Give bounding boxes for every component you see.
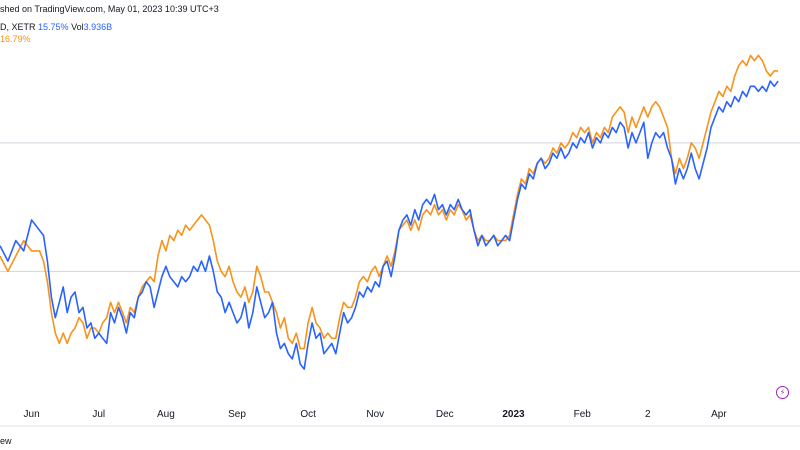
legend-change-orange: 16.79%	[0, 34, 31, 44]
x-tick-label: Apr	[711, 409, 727, 420]
x-axis-ticks: Jun Jul Aug Sep Oct Nov Dec 2023 Feb 2 Apr	[24, 409, 728, 420]
series-lines	[0, 54, 779, 370]
x-tick-label: Sep	[228, 409, 246, 420]
x-tick-label: 2	[645, 409, 651, 420]
legend-vol-label: Vol	[71, 22, 84, 32]
x-tick-label: Jul	[92, 409, 105, 420]
x-tick-label: Oct	[300, 409, 316, 420]
series-line-blue	[0, 80, 779, 370]
published-header: shed on TradingView.com, May 01, 2023 10…	[0, 4, 219, 14]
footer-brand: ew	[0, 436, 12, 446]
legend-change-blue: 15.75%	[38, 22, 69, 32]
x-tick-label: Feb	[574, 409, 592, 420]
x-tick-label: Nov	[366, 409, 384, 420]
lightning-icon[interactable]: ⚡	[776, 386, 789, 399]
legend-row-primary: D, XETR 15.75% Vol3.936B	[0, 22, 112, 32]
reference-lines	[0, 142, 800, 272]
x-tick-label: Aug	[157, 409, 175, 420]
x-tick-label: 2023	[502, 409, 525, 420]
legend-symbol: D, XETR	[0, 22, 36, 32]
legend-vol-value: 3.936B	[83, 22, 113, 32]
series-line-orange	[0, 54, 779, 350]
x-tick-label: Dec	[436, 409, 454, 420]
x-tick-label: Jun	[24, 409, 40, 420]
legend-row-secondary: 16.79%	[0, 34, 31, 44]
